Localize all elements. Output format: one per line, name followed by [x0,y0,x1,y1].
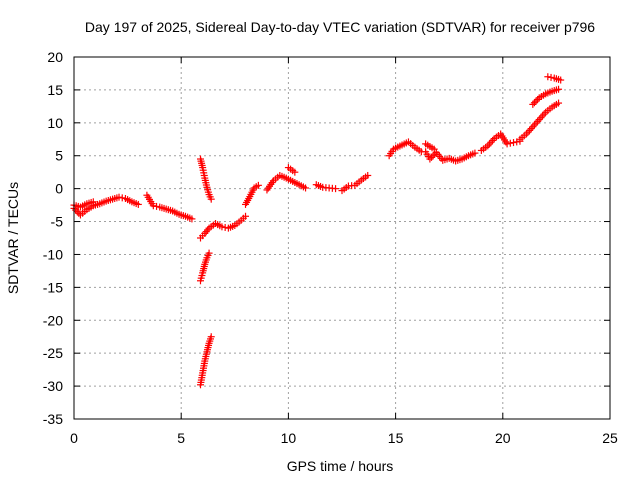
x-tick-label: 20 [495,430,511,446]
data-point [291,168,299,176]
x-tick-label: 25 [602,430,618,446]
y-tick-label: 5 [55,148,63,164]
data-point [524,128,532,136]
chart-title: Day 197 of 2025, Sidereal Day-to-day VTE… [85,19,595,35]
data-point [242,212,250,220]
data-point [530,121,538,129]
data-point [527,125,535,133]
x-tick-label: 10 [281,430,297,446]
x-tick-label: 0 [70,430,78,446]
data-point [506,139,514,147]
y-tick-label: -20 [43,312,63,328]
data-point [134,200,142,208]
data-point [426,155,434,163]
y-tick-label: -35 [43,411,63,427]
y-tick-label: -30 [43,378,63,394]
data-point [485,140,493,148]
data-point [547,73,555,81]
tick-label-layer: 0 5 10 15 20 25 -35 -30 -25 -20 -15 -10 -5 0 5 10 15 20 [43,49,618,446]
data-point [557,76,565,84]
data-point [540,110,548,118]
data-point [555,85,563,93]
y-tick-label: 15 [47,82,63,98]
x-axis-label: GPS time / hours [287,458,394,474]
data-point [207,333,215,341]
data-point [537,114,545,122]
data-point [89,198,97,206]
data-point [529,100,537,108]
data-point [430,145,438,153]
y-tick-label: 10 [47,115,63,131]
data-point [555,99,563,107]
data-point [544,73,552,81]
data-point [254,181,262,189]
data-point [530,99,538,107]
data-point [510,139,518,147]
data-point [471,149,479,157]
data-point [535,116,543,124]
x-tick-label: 15 [388,430,404,446]
data-point [149,202,157,210]
y-tick-label: -15 [43,279,63,295]
data-point [487,138,495,146]
data-point [218,223,226,231]
data-point [429,152,437,160]
y-tick-label: -5 [51,214,64,230]
tick-layer [73,56,611,420]
data-point [188,215,196,223]
x-tick-label: 5 [177,430,185,446]
y-axis-label: SDTVAR / TECUs [5,182,21,294]
data-point-layer [70,73,565,389]
data-point [534,117,542,125]
data-point [302,184,310,192]
data-point [534,95,542,103]
data-point [115,193,123,201]
data-point [153,202,161,210]
grid-layer [74,57,610,419]
data-point [526,126,534,134]
data-point [332,185,340,193]
data-point [207,195,215,203]
data-point [428,153,436,161]
y-tick-label: -25 [43,345,63,361]
plot-frame [73,56,611,420]
data-point [73,208,81,216]
data-point [538,112,546,120]
data-point [205,249,213,257]
y-tick-label: 0 [55,181,63,197]
data-point [532,119,540,127]
data-point [532,97,540,105]
y-tick-label: -10 [43,246,63,262]
data-point [503,140,511,148]
data-point [529,123,537,131]
data-point [364,171,372,179]
data-point [118,194,126,202]
y-tick-label: 20 [47,49,63,65]
data-point [489,136,497,144]
